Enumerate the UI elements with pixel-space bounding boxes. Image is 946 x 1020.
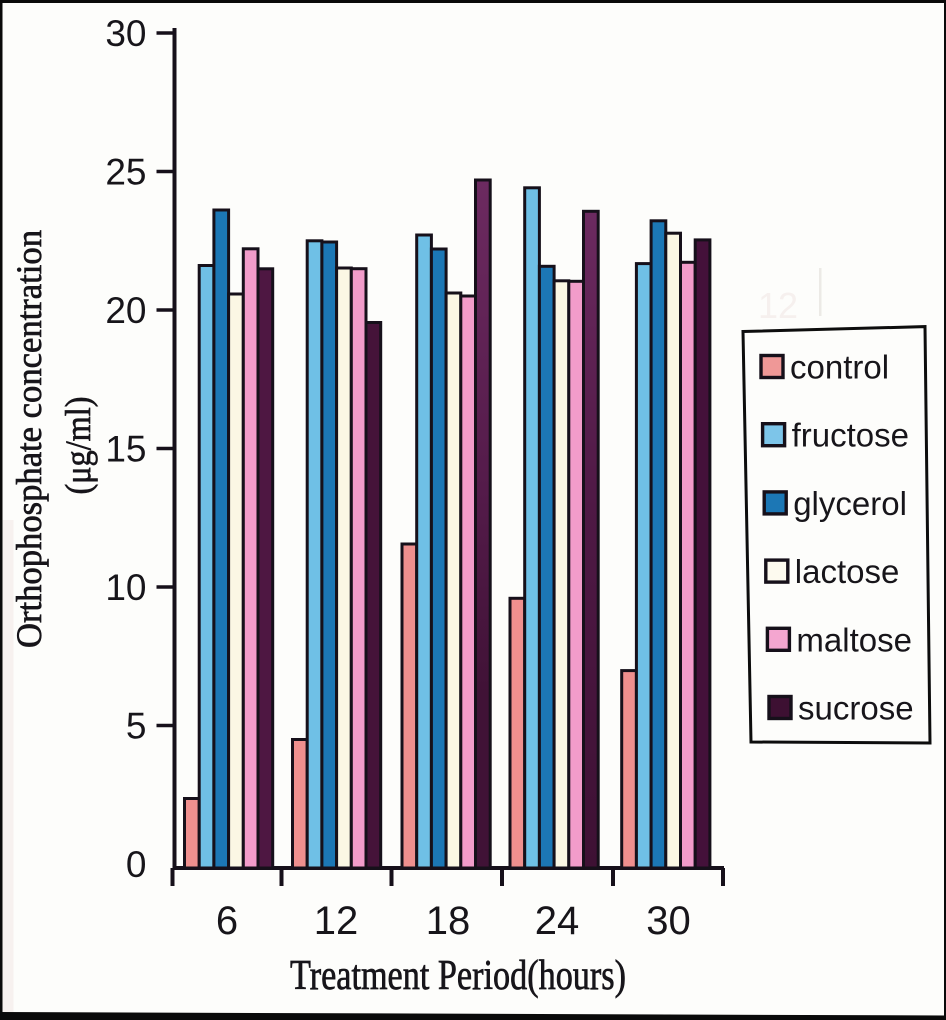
svg-text:25: 25 <box>105 152 146 193</box>
svg-text:control: control <box>790 349 889 386</box>
svg-text:6: 6 <box>216 899 238 943</box>
svg-text:24: 24 <box>535 899 580 943</box>
svg-text:5: 5 <box>126 706 147 747</box>
svg-text:12: 12 <box>758 285 798 326</box>
svg-text:12: 12 <box>314 899 359 943</box>
svg-text:15: 15 <box>105 429 146 470</box>
svg-text:Treatment Period(hours): Treatment Period(hours) <box>290 953 626 999</box>
svg-text:Orthophosphate concentration: Orthophosphate concentration <box>9 230 49 648</box>
svg-text:0: 0 <box>126 844 147 885</box>
svg-text:10: 10 <box>105 567 146 608</box>
svg-text:18: 18 <box>426 899 471 943</box>
svg-text:sucrose: sucrose <box>798 690 914 727</box>
svg-text:30: 30 <box>105 13 146 54</box>
svg-text:20: 20 <box>105 290 146 331</box>
svg-text:(μg/ml): (μg/ml) <box>58 397 98 495</box>
svg-text:lactose: lactose <box>795 553 900 590</box>
svg-text:30: 30 <box>646 899 691 943</box>
svg-text:fructose: fructose <box>792 417 909 454</box>
svg-text:glycerol: glycerol <box>793 485 907 522</box>
svg-text:maltose: maltose <box>796 621 912 658</box>
